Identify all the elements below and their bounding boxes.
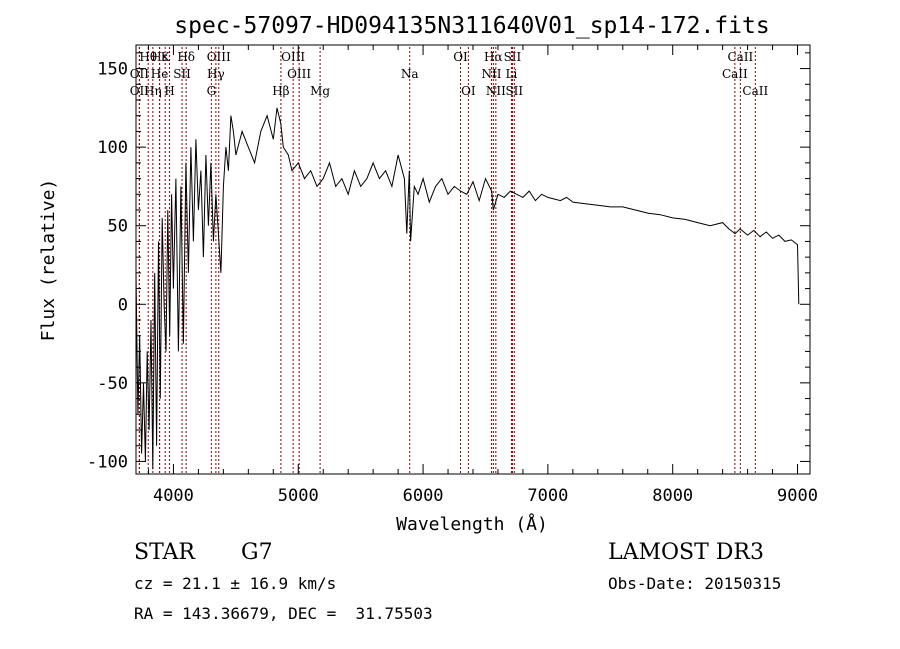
line-marker-label-6: H xyxy=(164,84,174,98)
x-tick-label-9000: 9000 xyxy=(777,486,818,506)
line-marker-label-2: OII xyxy=(130,84,150,98)
line-marker-label-18: OI xyxy=(453,50,468,64)
line-marker-label-15: OIII xyxy=(287,67,311,81)
axis-ticks: 4000 5000 6000 7000 8000 9000 -100 -50 0 50 100 150 xyxy=(87,45,818,506)
line-marker-label-12: G xyxy=(207,84,217,98)
survey-name: LAMOST DR3 xyxy=(608,540,764,565)
x-tick-label-4000: 4000 xyxy=(153,486,194,506)
plot-frame xyxy=(135,44,811,475)
redshift-text: cz = 21.1 ± 16.9 km/s xyxy=(134,574,337,593)
spectrum-line xyxy=(135,107,800,470)
y-tick-label-0: 0 xyxy=(118,295,128,315)
line-marker-label-13: Hβ xyxy=(272,84,289,98)
line-marker-label-21: SII xyxy=(504,50,522,64)
line-marker-label-27: CaII xyxy=(722,67,748,81)
coordinates-text: RA = 143.36679, DEC = 31.75503 xyxy=(134,604,433,623)
y-tick-label--100: -100 xyxy=(87,452,128,472)
line-marker-label-22: NII xyxy=(481,67,501,81)
line-marker-label-11: Hγ xyxy=(207,67,225,81)
x-tick-label-8000: 8000 xyxy=(652,486,693,506)
chart-title: spec-57097-HD094135N311640V01_sp14-172.f… xyxy=(174,13,769,39)
x-axis-label: Wavelength (Å) xyxy=(396,513,548,535)
line-marker-label-14: OIII xyxy=(281,50,305,64)
x-tick-label-5000: 5000 xyxy=(278,486,319,506)
y-tick-label--50: -50 xyxy=(97,374,128,394)
line-marker-label-17: Na xyxy=(401,67,419,81)
line-marker-label-23: Li xyxy=(506,67,518,81)
line-marker-label-5: Hη xyxy=(144,84,162,98)
line-marker-label-26: CaII xyxy=(727,50,753,64)
x-tick-label-6000: 6000 xyxy=(403,486,444,506)
y-tick-label-150: 150 xyxy=(97,60,128,80)
line-marker-label-16: Mg xyxy=(310,84,330,98)
line-marker-label-19: OI xyxy=(461,84,476,98)
line-marker-label-7: He xyxy=(151,67,169,81)
y-axis-label: Flux (relative) xyxy=(38,179,59,342)
line-marker-label-24: NII xyxy=(486,84,506,98)
y-tick-label-100: 100 xyxy=(97,138,128,158)
x-tick-label-7000: 7000 xyxy=(527,486,568,506)
line-marker-label-1: OII xyxy=(130,67,150,81)
obs-date-text: Obs-Date: 20150315 xyxy=(608,574,782,593)
line-marker-label-28: CaII xyxy=(742,84,768,98)
object-class: STAR xyxy=(134,540,195,565)
line-marker-label-9: Hδ xyxy=(177,50,195,64)
line-marker-label-4: K xyxy=(161,50,171,64)
object-subclass: G7 xyxy=(241,540,273,565)
line-marker-label-25: SII xyxy=(505,84,523,98)
y-tick-label-50: 50 xyxy=(108,217,128,237)
line-marker-label-20: Hα xyxy=(484,50,503,64)
line-marker-label-10: OIII xyxy=(207,50,231,64)
line-marker-label-8: SII xyxy=(173,67,191,81)
